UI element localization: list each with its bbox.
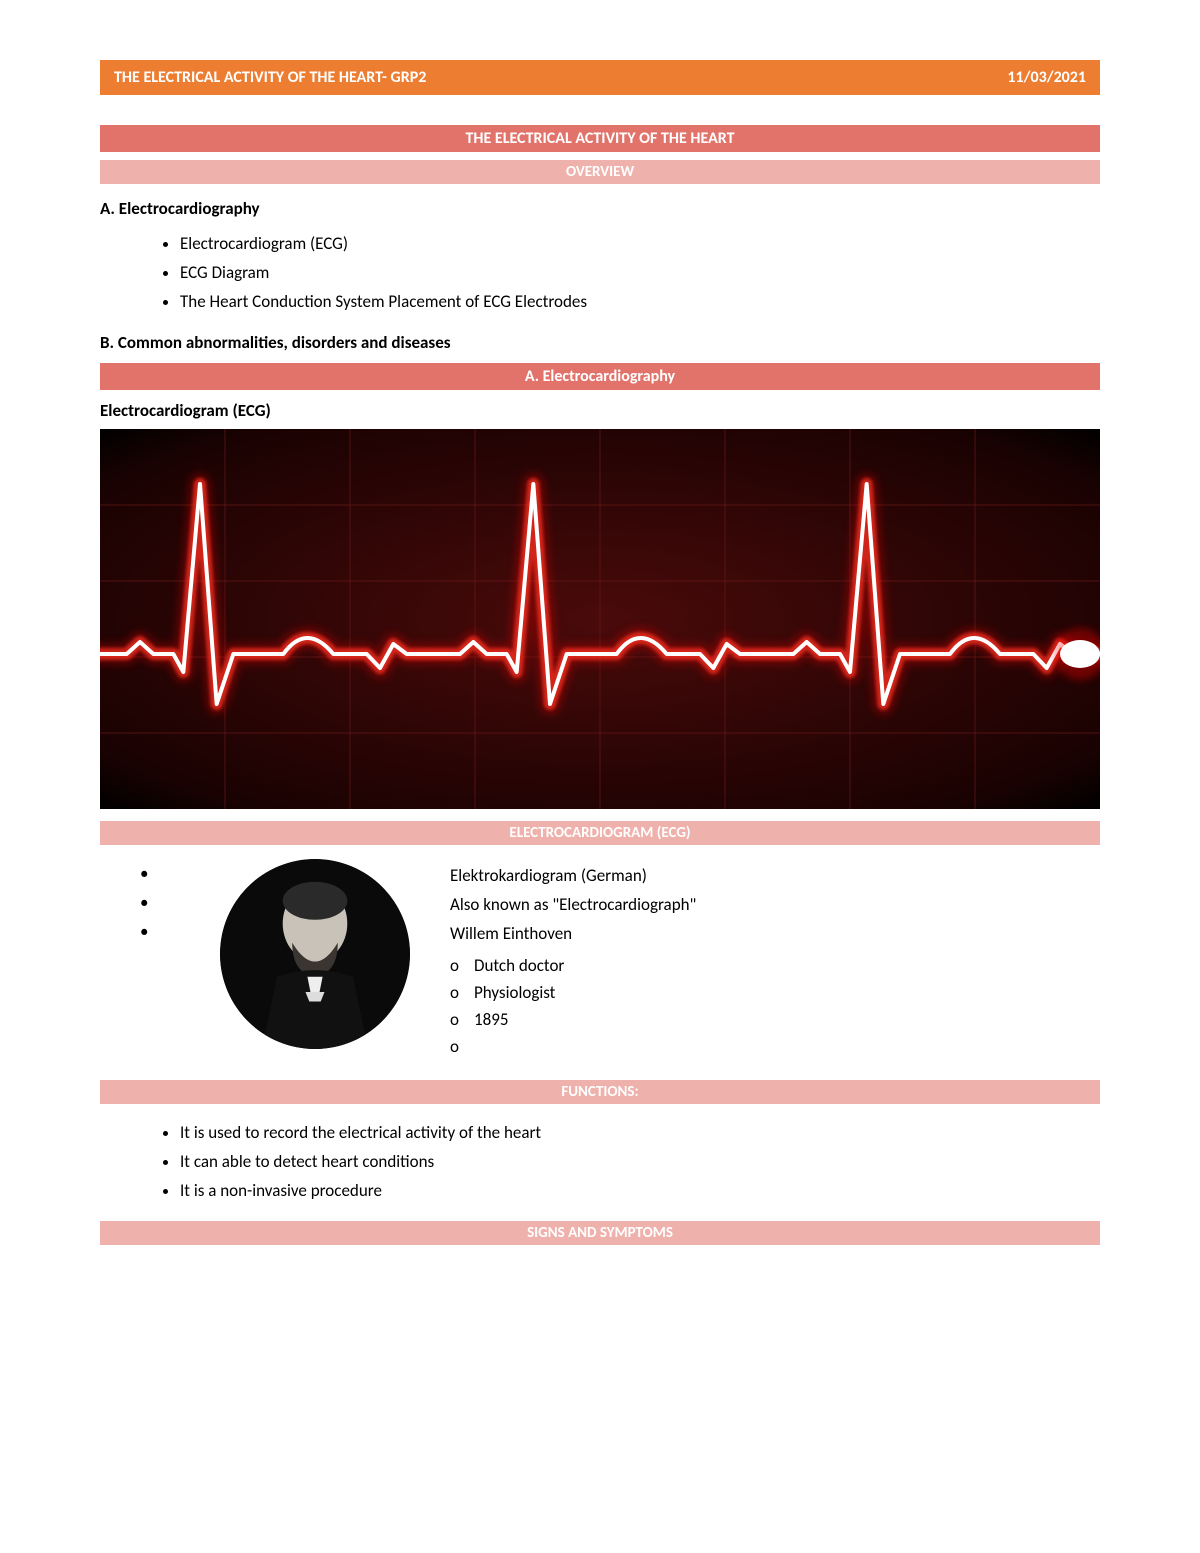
einthoven-portrait — [220, 859, 410, 1049]
list-item: Electrocardiogram (ECG) — [180, 229, 1100, 258]
ecg-svg — [100, 429, 1100, 809]
functions-list: It is used to record the electrical acti… — [100, 1118, 1100, 1205]
section-a-label: A. Electrocardiography — [100, 198, 1100, 219]
sub-item: 1895 — [474, 1009, 508, 1030]
doc-header-title: THE ELECTRICAL ACTIVITY OF THE HEART- GR… — [114, 68, 426, 87]
doc-header-date: 11/03/2021 — [1007, 68, 1086, 87]
list-item: It can able to detect heart conditions — [180, 1147, 1100, 1176]
section-b-label: B. Common abnormalities, disorders and d… — [100, 332, 1100, 353]
ecg-band: ELECTROCARDIOGRAM (ECG) — [100, 821, 1100, 845]
info-line: Elektrokardiogram (German) — [450, 861, 1100, 890]
title-band: THE ELECTRICAL ACTIVITY OF THE HEART — [100, 125, 1100, 152]
list-item: It is a non-invasive procedure — [180, 1176, 1100, 1205]
info-line: Willem Einthoven — [450, 919, 1100, 948]
info-line: Also known as "Electrocardiograph" — [450, 890, 1100, 919]
list-item: It is used to record the electrical acti… — [180, 1118, 1100, 1147]
section-a-band: A. Electrocardiography — [100, 363, 1100, 390]
info-sublist: oDutch doctor oPhysiologist o1895 o — [450, 948, 1100, 1064]
ecg-info-row: ••• Elektrokardiogram (German) Also know… — [100, 859, 1100, 1064]
sub-item: Dutch doctor — [474, 955, 564, 976]
bullet-col: ••• — [140, 859, 180, 1064]
section-a-list: Electrocardiogram (ECG) ECG Diagram The … — [100, 229, 1100, 316]
list-item: ECG Diagram — [180, 258, 1100, 287]
portrait-icon — [220, 859, 410, 1049]
ecg-info-text: Elektrokardiogram (German) Also known as… — [450, 859, 1100, 1064]
signs-band: SIGNS AND SYMPTOMS — [100, 1221, 1100, 1245]
sub-item: Physiologist — [474, 982, 555, 1003]
ecg-subhead: Electrocardiogram (ECG) — [100, 400, 1100, 421]
functions-band: FUNCTIONS: — [100, 1080, 1100, 1104]
overview-band: OVERVIEW — [100, 160, 1100, 184]
ecg-graphic — [100, 429, 1100, 809]
list-item: The Heart Conduction System Placement of… — [180, 287, 1100, 316]
doc-header: THE ELECTRICAL ACTIVITY OF THE HEART- GR… — [100, 60, 1100, 95]
